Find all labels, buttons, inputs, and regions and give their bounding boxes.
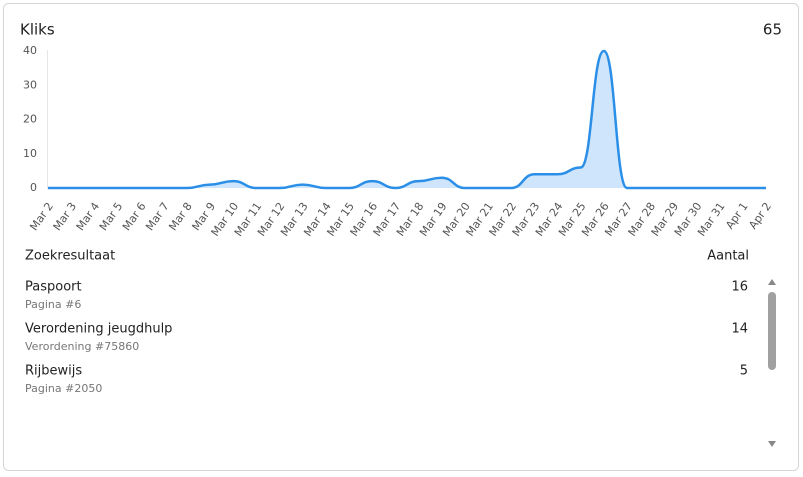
scroll-thumb[interactable] — [768, 292, 776, 370]
y-tick-label: 0 — [30, 181, 37, 194]
row-count: 14 — [731, 322, 748, 337]
column-header: Aantal — [707, 249, 749, 264]
y-tick-label: 10 — [23, 147, 37, 160]
row-title: Paspoort — [25, 280, 82, 295]
column-header: Zoekresultaat — [25, 249, 115, 264]
scrollbar[interactable] — [768, 279, 776, 447]
row-title: Rijbewijs — [25, 364, 82, 379]
line — [48, 49, 766, 190]
y-tick-label: 20 — [23, 113, 37, 126]
total: 65 — [763, 21, 782, 39]
row-count: 5 — [740, 364, 748, 379]
scroll-up[interactable] — [768, 279, 776, 285]
row-title: Verordening jeugdhulp — [25, 322, 172, 337]
card-title: Kliks — [20, 21, 55, 39]
y-tick-label: 30 — [23, 78, 37, 91]
y-tick-label: 40 — [23, 44, 37, 57]
row-subtitle: Pagina #2050 — [25, 382, 102, 395]
row-subtitle: Verordening #75860 — [25, 340, 139, 353]
row-subtitle: Pagina #6 — [25, 298, 81, 311]
scroll-down[interactable] — [768, 441, 776, 447]
row-count: 16 — [731, 280, 748, 295]
